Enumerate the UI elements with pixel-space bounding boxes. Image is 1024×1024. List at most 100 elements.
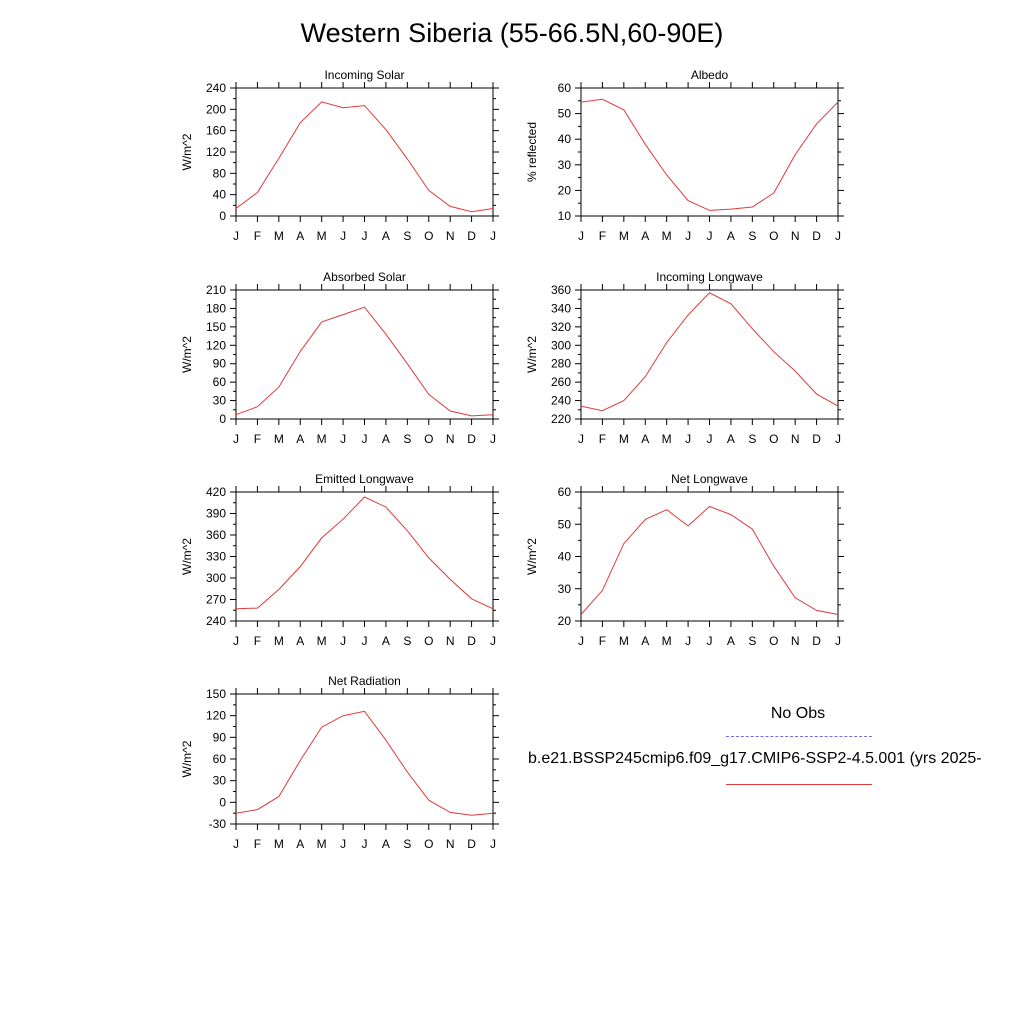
x-tick-label: M (662, 229, 672, 243)
x-tick-label: A (382, 432, 390, 446)
x-tick-label: O (769, 432, 778, 446)
series-line (235, 306, 494, 417)
y-tick-label: 0 (219, 795, 226, 809)
x-tick-label: J (233, 432, 239, 446)
y-axis-label: W/m^2 (525, 538, 539, 575)
x-tick-label: N (446, 634, 455, 648)
y-tick-label: 150 (206, 687, 226, 701)
x-tick-label: J (490, 837, 496, 851)
x-tick-label: A (382, 837, 390, 851)
y-tick-label: 60 (558, 81, 572, 95)
x-tick-label: J (340, 634, 346, 648)
x-tick-label: M (317, 634, 327, 648)
x-tick-label: S (748, 432, 756, 446)
x-tick-label: A (382, 634, 390, 648)
x-tick-label: J (362, 837, 368, 851)
x-tick-label: O (424, 229, 433, 243)
y-tick-label: 330 (206, 550, 226, 564)
x-tick-label: D (812, 229, 821, 243)
x-tick-label: F (254, 229, 261, 243)
x-tick-label: J (685, 634, 691, 648)
x-tick-label: O (424, 837, 433, 851)
y-tick-label: 280 (551, 357, 571, 371)
x-tick-label: M (274, 837, 284, 851)
y-tick-label: 240 (551, 394, 571, 408)
x-tick-label: J (340, 837, 346, 851)
x-tick-label: N (791, 634, 800, 648)
x-tick-label: J (233, 634, 239, 648)
y-tick-label: 180 (206, 301, 226, 315)
x-tick-label: J (490, 229, 496, 243)
chart-title: Albedo (691, 68, 729, 82)
x-tick-label: S (748, 634, 756, 648)
x-tick-label: J (233, 837, 239, 851)
chart-title: Absorbed Solar (323, 270, 406, 284)
y-tick-label: 90 (213, 357, 227, 371)
y-tick-label: 240 (206, 614, 226, 628)
y-tick-label: 300 (206, 571, 226, 585)
x-tick-label: A (641, 229, 649, 243)
x-tick-label: J (707, 432, 713, 446)
x-tick-label: O (424, 432, 433, 446)
x-tick-label: J (835, 634, 841, 648)
x-tick-label: S (403, 837, 411, 851)
x-tick-label: O (424, 634, 433, 648)
x-tick-label: J (685, 432, 691, 446)
y-tick-label: 0 (219, 412, 226, 426)
x-tick-label: A (727, 432, 735, 446)
y-tick-label: 80 (213, 166, 227, 180)
x-tick-label: J (578, 634, 584, 648)
x-tick-label: F (599, 634, 606, 648)
y-tick-label: 120 (206, 338, 226, 352)
y-axis-label: W/m^2 (180, 336, 194, 373)
x-tick-label: D (467, 634, 476, 648)
x-tick-label: A (296, 432, 304, 446)
y-tick-label: 60 (213, 752, 227, 766)
x-tick-label: S (403, 432, 411, 446)
legend-case-label: b.e21.BSSP245cmip6.f09_g17.CMIP6-SSP2-4.… (528, 750, 982, 767)
x-tick-label: A (296, 229, 304, 243)
plot-frame (580, 491, 839, 622)
x-tick-label: J (340, 229, 346, 243)
x-tick-label: D (467, 432, 476, 446)
page-title: Western Siberia (55-66.5N,60-90E) (300, 18, 724, 48)
x-tick-label: J (490, 634, 496, 648)
y-tick-label: 360 (551, 283, 571, 297)
y-tick-label: 200 (206, 102, 226, 116)
y-tick-label: -30 (209, 817, 227, 831)
y-tick-label: 340 (551, 301, 571, 315)
legend-case-line (726, 784, 872, 785)
y-tick-label: 320 (551, 320, 571, 334)
y-tick-label: 50 (558, 517, 572, 531)
x-tick-label: J (362, 229, 368, 243)
x-tick-label: F (254, 837, 261, 851)
y-tick-label: 270 (206, 593, 226, 607)
x-tick-label: O (769, 634, 778, 648)
chart-title: Net Radiation (328, 674, 401, 688)
series-line (235, 710, 494, 816)
plot-frame (235, 289, 494, 420)
x-tick-label: J (233, 229, 239, 243)
y-axis-label: W/m^2 (180, 740, 194, 777)
y-tick-label: 150 (206, 320, 226, 334)
x-tick-label: M (274, 432, 284, 446)
series-line (580, 292, 839, 412)
legend-obs-label: No Obs (770, 705, 826, 722)
plot-frame (580, 289, 839, 420)
y-tick-label: 60 (213, 375, 227, 389)
x-tick-label: A (641, 634, 649, 648)
y-axis-label: % reflected (525, 122, 539, 182)
x-tick-label: N (446, 837, 455, 851)
y-tick-label: 120 (206, 145, 226, 159)
plot-frame (235, 491, 494, 622)
x-tick-label: A (296, 837, 304, 851)
y-tick-label: 210 (206, 283, 226, 297)
plot-frame (235, 87, 494, 217)
y-tick-label: 40 (558, 132, 572, 146)
x-tick-label: A (727, 229, 735, 243)
x-tick-label: M (317, 229, 327, 243)
y-tick-label: 240 (206, 81, 226, 95)
